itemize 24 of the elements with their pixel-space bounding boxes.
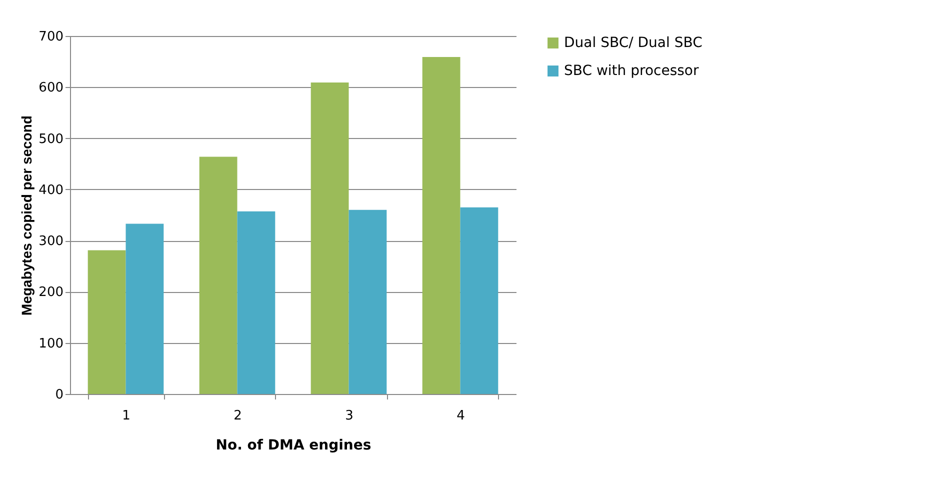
bar <box>126 224 164 394</box>
bar <box>237 211 276 394</box>
bar <box>310 82 349 394</box>
bar <box>199 156 238 394</box>
x-tick-label: 1 <box>122 408 130 424</box>
legend-label: SBC with processor <box>564 63 699 79</box>
y-tick-label: 500 <box>38 132 64 147</box>
bar <box>422 56 460 394</box>
y-tick-label: 0 <box>55 388 64 402</box>
bar <box>460 207 498 394</box>
bar <box>88 250 126 394</box>
x-tick-label: 3 <box>345 408 354 424</box>
y-tick-label: 600 <box>38 80 64 96</box>
y-tick-label: 700 <box>38 30 64 44</box>
x-tick-label: 2 <box>234 408 242 424</box>
bar <box>348 210 387 394</box>
y-tick-label: 400 <box>38 182 64 198</box>
legend-label: Dual SBC/ Dual SBC <box>564 35 703 51</box>
y-axis-title: Megabytes copied per second <box>18 116 35 316</box>
y-tick-label: 100 <box>38 336 64 352</box>
y-tick-label: 300 <box>38 234 64 250</box>
y-tick-label: 200 <box>38 285 64 300</box>
x-axis-title: No. of DMA engines <box>216 438 372 454</box>
x-tick-label: 4 <box>456 408 465 424</box>
